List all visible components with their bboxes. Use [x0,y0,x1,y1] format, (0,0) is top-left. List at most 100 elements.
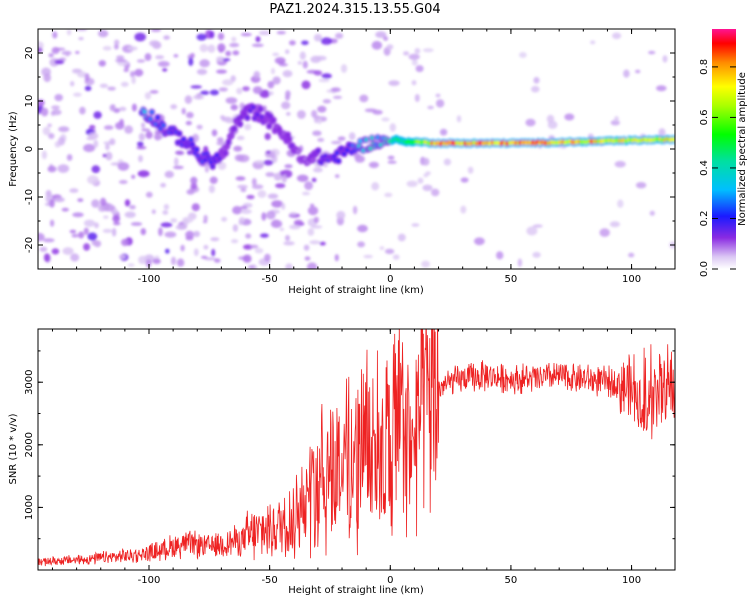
noise-blob [564,113,575,121]
colorbar-label: Normalized spectral amplitude [737,72,748,226]
noise-blob [392,254,400,260]
noise-blob [111,227,117,237]
y-tick-label: 2000 [24,432,35,457]
noise-blob [51,248,60,255]
noise-blob [112,208,118,214]
noise-blob [102,153,107,158]
noise-blob [91,165,101,174]
noise-blob [138,255,148,265]
noise-blob [427,105,434,110]
noise-blob [232,50,240,56]
noise-blob [236,135,245,141]
colorbar-tick-label: 0.0 [699,261,710,277]
noise-blob [313,167,323,173]
noise-blob [251,178,257,186]
noise-blob [302,60,308,69]
noise-blob [408,53,420,61]
noise-blob [157,61,170,67]
noise-blob [307,228,315,236]
noise-blob [225,50,232,57]
noise-blob [406,180,418,187]
colorbar-ticks: 0.0 0.2 0.4 0.6 0.8 [699,59,736,277]
noise-blob [317,105,327,113]
noise-blob [124,211,136,218]
noise-blob [439,128,448,136]
noise-blob [532,224,543,228]
noise-blob [170,218,178,223]
noise-blob [331,140,342,145]
noise-blob [319,241,326,246]
noise-blob [255,36,261,43]
noise-blob [310,203,315,207]
noise-blob [145,131,153,139]
noise-blob [61,207,69,212]
x-tick-label: 100 [622,274,641,285]
noise-blob [209,31,215,39]
noise-blob [53,197,65,203]
noise-blob [207,44,216,53]
noise-blob [273,172,283,181]
noise-blob [184,95,193,104]
noise-blob [164,170,174,178]
noise-blob [191,203,200,212]
noise-blob [368,161,379,169]
noise-blob [87,232,98,241]
noise-blob [281,202,286,210]
noise-blob [234,154,245,162]
noise-blob [208,184,215,194]
ridge-core [194,147,199,152]
noise-blob [435,93,441,98]
noise-blob [282,70,293,78]
ridge-core [181,137,186,142]
noise-blob [58,126,70,133]
noise-blob [229,42,240,48]
ridge-core [232,126,237,131]
noise-blob [323,162,328,168]
noise-blob [352,205,358,215]
noise-blob [623,69,630,78]
noise-blob [317,137,325,142]
ridge-core [375,135,380,140]
noise-blob [496,251,504,260]
noise-blob [54,94,63,102]
snr-panel: -100 -50 0 50 100 1000 2000 3000 Height of stra… [8,328,676,596]
noise-blob [243,244,253,250]
noise-blob [140,228,146,236]
noise-blob [47,165,57,173]
noise-blob [70,81,75,87]
noise-blob [311,177,317,183]
noise-blob [51,109,62,116]
noise-blob [66,154,73,161]
noise-blob [304,181,313,191]
noise-blob [217,32,225,41]
noise-blob [532,251,541,258]
noise-blob [151,29,161,32]
noise-blob [202,220,208,224]
ridge-core [148,117,153,121]
noise-blob [296,174,309,182]
noise-blob [252,86,263,94]
noise-blob [199,44,208,53]
noise-blob [301,40,309,46]
noise-blob [414,94,420,102]
y-tick-label: 3000 [24,369,35,394]
noise-blob [307,206,319,216]
noise-blob [517,258,523,268]
noise-blob [261,212,267,221]
colorbar-tick-label: 0.4 [699,160,710,176]
noise-blob [242,86,250,92]
noise-blob [112,215,121,223]
noise-blob [48,133,55,139]
noise-blob [254,247,264,254]
noise-blob [164,231,177,238]
noise-blob [217,161,227,170]
ridge-core [251,105,256,110]
noise-blob [289,40,296,46]
noise-blob [251,43,264,47]
noise-blob [456,115,462,123]
noise-blob [617,199,624,208]
noise-blob [190,182,198,190]
noise-blob [254,160,265,164]
noise-blob [180,244,185,252]
